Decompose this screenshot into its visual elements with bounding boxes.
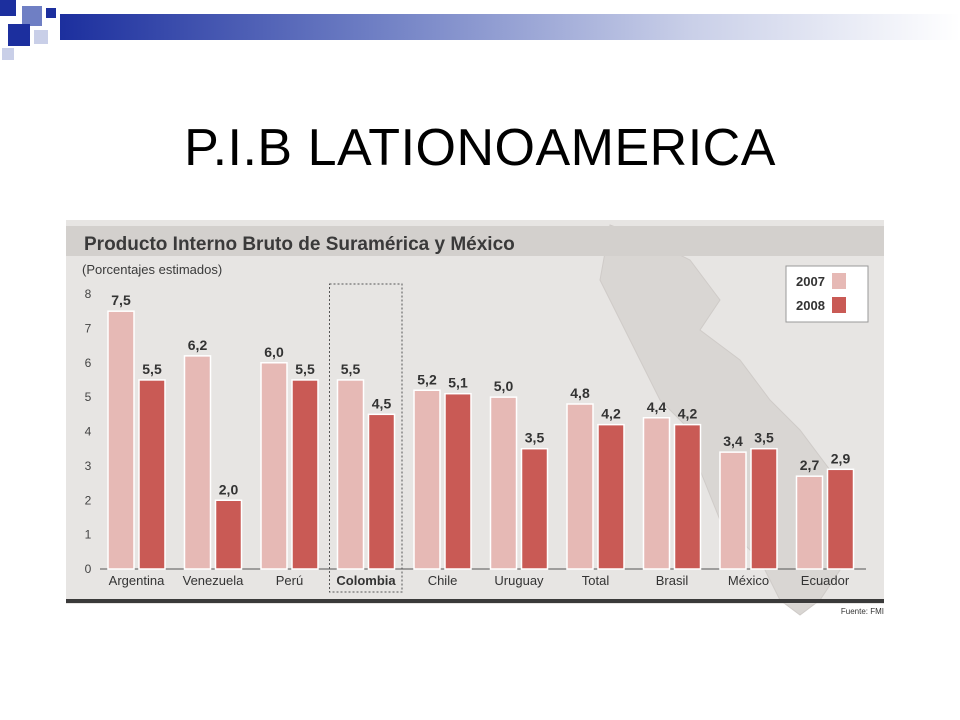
chart-subtitle: (Porcentajes estimados)	[82, 262, 222, 277]
bars-group: 7,5 5,5 Argentina 6,2 2,0 Venezuela 6,0 5,5 Perú…	[107, 292, 855, 588]
bar-2007	[183, 355, 212, 570]
bar-value-label: 5,5	[341, 361, 361, 377]
decor-square	[2, 48, 14, 60]
x-tick-label: Uruguay	[494, 573, 544, 588]
y-tick-label: 5	[85, 390, 92, 404]
y-tick-label: 8	[85, 287, 92, 301]
bar-value-label: 2,9	[831, 450, 851, 466]
bar-2008	[750, 447, 778, 570]
y-tick-label: 7	[85, 321, 92, 335]
highlight-box	[329, 283, 403, 593]
bar-2007	[489, 396, 518, 570]
legend-label: 2008	[796, 298, 825, 313]
chart-bottom-rule	[66, 599, 884, 603]
bar-value-label: 6,0	[264, 344, 284, 360]
bar-2007	[795, 475, 824, 570]
bar-value-label: 7,5	[111, 292, 131, 308]
x-tick-label: Venezuela	[183, 573, 244, 588]
decor-gradient-bar	[60, 14, 960, 40]
bar-2008	[291, 379, 319, 570]
bar-value-label: 3,4	[723, 433, 743, 449]
bar-value-label: 3,5	[754, 430, 774, 446]
chart-legend: 2007 2008	[785, 265, 869, 323]
source-note: Fuente: FMI	[841, 607, 884, 616]
bar-2008	[214, 499, 243, 570]
slide-title: P.I.B LATIONOAMERICA	[184, 119, 776, 177]
legend-label: 2007	[796, 274, 825, 289]
decor-square	[46, 8, 56, 18]
bar-value-label: 4,2	[601, 406, 621, 422]
bar-value-label: 4,4	[647, 399, 667, 415]
bar-2007	[719, 451, 747, 570]
bar-value-label: 6,2	[188, 337, 208, 353]
bar-value-label: 2,0	[219, 481, 239, 497]
bar-2008	[597, 423, 625, 570]
bar-2008	[138, 379, 166, 570]
x-tick-label: Ecuador	[801, 573, 850, 588]
x-tick-label: Chile	[428, 573, 458, 588]
bar-value-label: 5,5	[142, 361, 162, 377]
y-tick-label: 2	[85, 493, 92, 507]
x-tick-label: Total	[582, 573, 610, 588]
y-tick-label: 3	[85, 459, 92, 473]
legend-swatch	[832, 273, 846, 289]
decor-square	[8, 24, 30, 46]
x-tick-label: Argentina	[109, 573, 165, 588]
x-tick-label: Brasil	[656, 573, 689, 588]
bar-2007	[336, 379, 365, 570]
y-tick-label: 0	[85, 562, 92, 576]
y-tick-label: 4	[85, 425, 92, 439]
bar-2008	[673, 423, 702, 570]
bar-value-label: 5,5	[295, 361, 315, 377]
bar-2008	[826, 468, 855, 570]
y-tick-label: 6	[85, 356, 92, 370]
bar-2007	[566, 403, 594, 570]
x-tick-label: México	[728, 573, 769, 588]
bar-2007	[107, 310, 135, 570]
decor-square	[0, 0, 16, 16]
y-axis-ticks: 0 1 2 3 4 5 6 7 8	[85, 287, 92, 576]
decor-square	[22, 6, 42, 26]
decor-square	[34, 30, 48, 44]
bar-value-label: 4,8	[570, 385, 590, 401]
bar-value-label: 3,5	[525, 430, 545, 446]
bar-2007	[642, 417, 671, 570]
x-tick-label: Colombia	[336, 573, 396, 588]
y-tick-label: 1	[85, 528, 92, 542]
bar-value-label: 4,2	[678, 406, 698, 422]
legend-box	[785, 265, 869, 323]
bar-2008	[520, 447, 549, 570]
legend-swatch	[832, 297, 846, 313]
highlight-rect	[329, 283, 403, 593]
bar-value-label: 4,5	[372, 395, 392, 411]
x-tick-label: Perú	[276, 573, 303, 588]
bar-2007	[260, 362, 288, 570]
bar-value-label: 5,1	[448, 375, 468, 391]
chart-title: Producto Interno Bruto de Suramérica y M…	[84, 234, 515, 255]
bar-2008	[444, 392, 472, 570]
bar-2008	[367, 413, 396, 570]
bar-value-label: 5,2	[417, 371, 437, 387]
bar-value-label: 2,7	[800, 457, 820, 473]
bar-value-label: 5,0	[494, 378, 514, 394]
bar-2007	[413, 389, 441, 570]
chart-title-band	[66, 226, 884, 256]
